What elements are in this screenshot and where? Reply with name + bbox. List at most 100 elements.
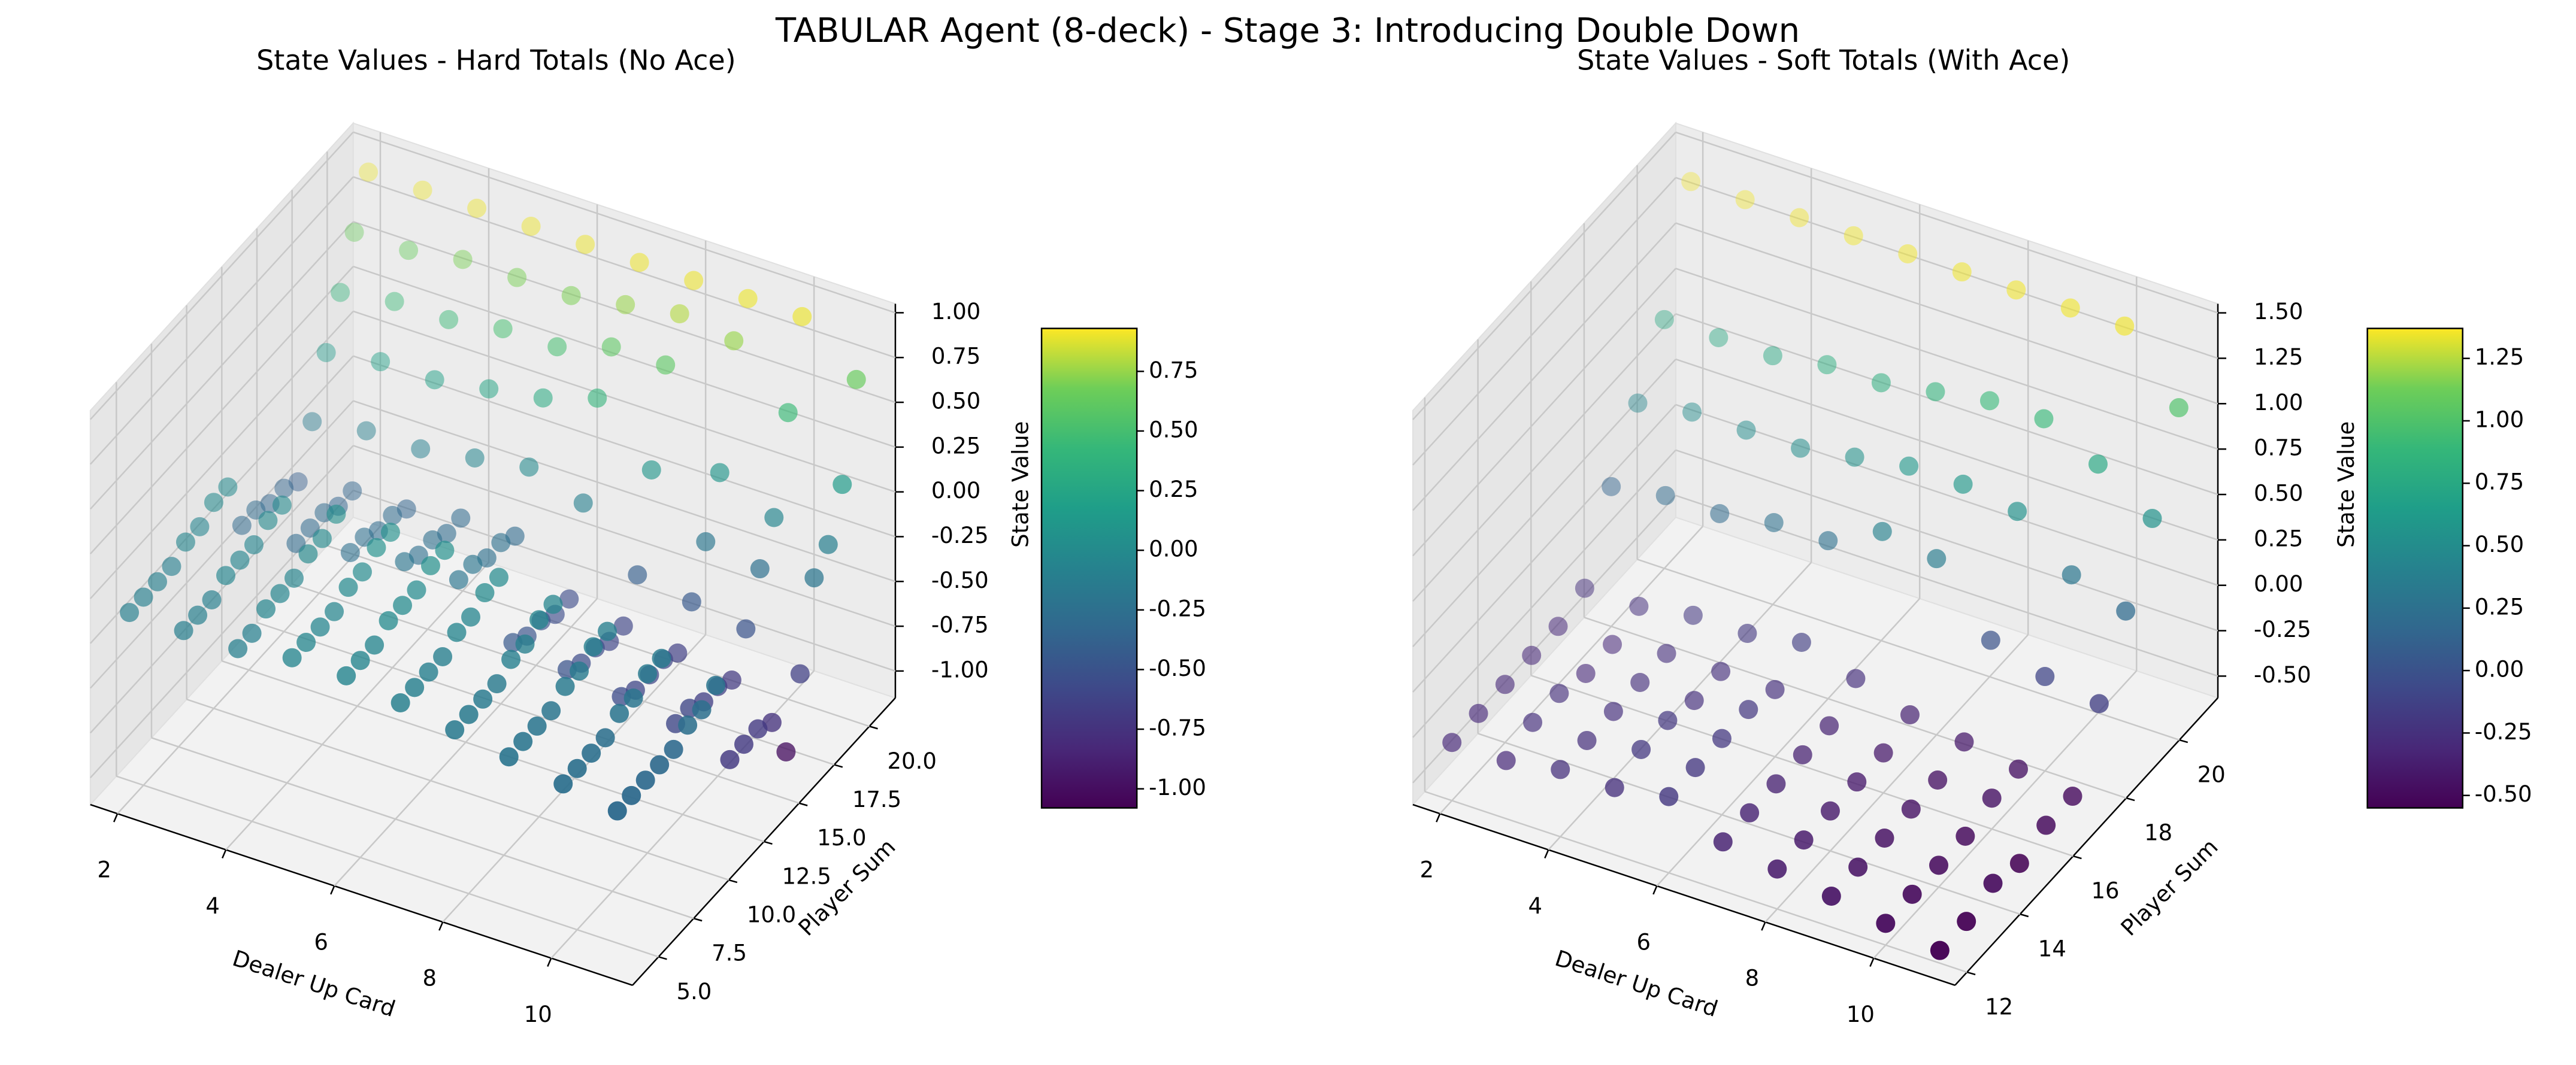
data-point bbox=[1709, 327, 1729, 347]
grid-line bbox=[256, 621, 800, 804]
grid-line bbox=[1412, 132, 1676, 420]
z-tick-label: -1.00 bbox=[931, 657, 989, 682]
grid-line bbox=[89, 221, 354, 510]
data-point bbox=[692, 700, 712, 720]
data-point bbox=[352, 562, 372, 582]
z-tick-label: 0.50 bbox=[2254, 480, 2303, 506]
grid-line bbox=[89, 176, 354, 465]
data-point bbox=[258, 511, 278, 530]
data-point bbox=[2089, 694, 2109, 714]
data-point bbox=[383, 505, 402, 525]
data-point bbox=[1898, 244, 1918, 263]
data-point bbox=[310, 617, 330, 637]
data-point bbox=[270, 584, 290, 603]
x-tick-label: 4 bbox=[1528, 893, 1543, 919]
data-point bbox=[1735, 190, 1755, 210]
x-tick bbox=[222, 849, 227, 858]
data-point bbox=[623, 688, 643, 708]
data-point bbox=[1929, 855, 1949, 875]
data-point bbox=[1901, 799, 1921, 819]
colorbar-tick-label: 0.50 bbox=[2475, 532, 2524, 557]
z-tick-label: -0.50 bbox=[931, 568, 989, 593]
data-point bbox=[1953, 474, 1973, 494]
y-tick bbox=[764, 841, 773, 845]
y-tick-label: 18 bbox=[2144, 820, 2172, 846]
data-point bbox=[1495, 675, 1515, 694]
data-point bbox=[607, 801, 627, 821]
y-tick bbox=[728, 879, 738, 884]
data-point bbox=[1981, 630, 2000, 650]
colorbar-tick-label: -0.75 bbox=[1149, 715, 1206, 741]
data-point bbox=[573, 493, 593, 513]
data-point bbox=[1496, 751, 1516, 770]
y-tick-label: 16 bbox=[2091, 878, 2119, 904]
data-point bbox=[1957, 912, 1976, 932]
data-point bbox=[1628, 393, 1648, 413]
z-axis-label: State Value bbox=[1008, 421, 1034, 548]
data-point bbox=[629, 253, 649, 272]
y-tick-label: 7.5 bbox=[712, 940, 747, 966]
data-point bbox=[846, 369, 866, 389]
z-axis-label: State Value bbox=[2333, 421, 2359, 548]
grid-line bbox=[89, 490, 354, 779]
data-point bbox=[720, 750, 740, 769]
colorbar bbox=[1040, 327, 1138, 809]
data-point bbox=[710, 463, 729, 483]
data-point bbox=[1872, 521, 1892, 541]
data-point bbox=[638, 664, 658, 684]
data-point bbox=[326, 504, 346, 524]
data-point bbox=[1848, 857, 1868, 877]
y-tick-label: 10.0 bbox=[747, 902, 796, 927]
grid-line bbox=[186, 699, 729, 881]
data-point bbox=[162, 557, 181, 577]
y-tick-label: 20 bbox=[2197, 762, 2226, 788]
data-point bbox=[395, 552, 414, 572]
grid-line bbox=[89, 311, 354, 599]
data-point bbox=[284, 568, 304, 588]
data-point bbox=[405, 678, 425, 697]
z-tick-label: -0.75 bbox=[931, 612, 989, 638]
data-point bbox=[447, 623, 467, 642]
data-point bbox=[1682, 402, 1702, 422]
data-point bbox=[411, 439, 431, 459]
data-point bbox=[1791, 633, 1811, 653]
data-point bbox=[529, 610, 549, 630]
colorbar bbox=[2366, 327, 2464, 809]
data-point bbox=[340, 543, 360, 563]
data-point bbox=[331, 283, 350, 302]
data-point bbox=[582, 744, 601, 763]
data-point bbox=[833, 475, 852, 494]
data-point bbox=[1820, 801, 1840, 821]
x-tick-label: 10 bbox=[1847, 1002, 1875, 1027]
data-point bbox=[1899, 456, 1919, 476]
colorbar-tick-label: 1.25 bbox=[2475, 344, 2524, 370]
grid-line bbox=[1424, 791, 1967, 973]
data-point bbox=[2115, 316, 2135, 336]
data-point bbox=[1655, 486, 1675, 505]
data-point bbox=[738, 289, 758, 308]
grid-line bbox=[1675, 358, 2218, 541]
data-point bbox=[527, 716, 547, 736]
data-point bbox=[1442, 733, 1462, 753]
grid-line bbox=[89, 445, 354, 734]
data-point bbox=[1630, 672, 1650, 692]
data-point bbox=[1927, 549, 1947, 569]
data-point bbox=[641, 460, 661, 480]
data-point bbox=[610, 703, 629, 723]
data-point bbox=[344, 222, 364, 242]
z-tick-label: 0.25 bbox=[931, 433, 980, 459]
axis-line bbox=[90, 803, 633, 986]
grid-line bbox=[221, 660, 764, 842]
grid-line bbox=[1412, 404, 1676, 693]
data-point bbox=[790, 664, 810, 684]
y-tick-label: 17.5 bbox=[852, 787, 901, 812]
data-point bbox=[296, 633, 316, 653]
data-point bbox=[316, 342, 336, 362]
data-point bbox=[1821, 886, 1841, 906]
data-point bbox=[232, 515, 252, 535]
z-tick-label: 0.25 bbox=[2254, 526, 2303, 551]
data-point bbox=[1820, 716, 1839, 736]
grid-line bbox=[353, 265, 896, 448]
data-point bbox=[652, 648, 671, 668]
data-point bbox=[1952, 262, 1972, 282]
